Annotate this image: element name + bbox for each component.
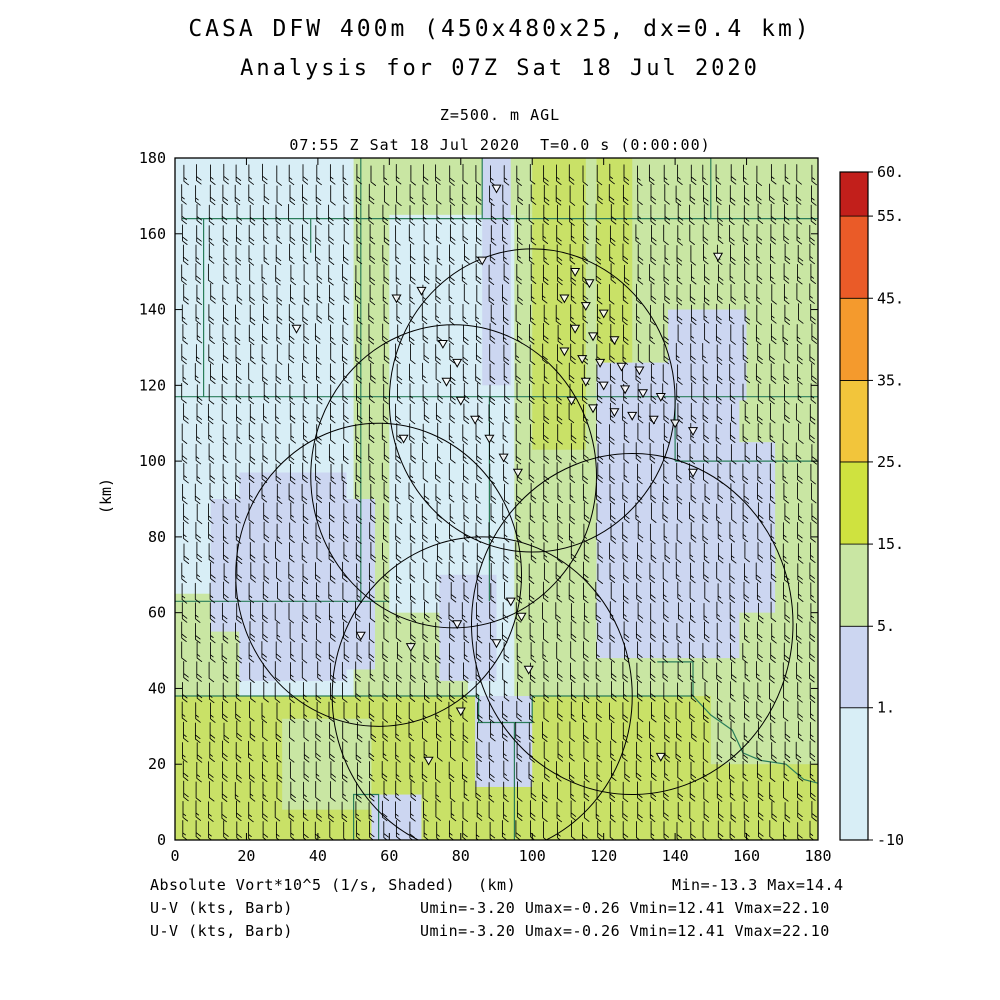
level-label: Z=500. m AGL — [439, 106, 561, 124]
svg-text:140: 140 — [139, 301, 166, 319]
triangle-markers — [291, 184, 724, 766]
plot-title: CASA DFW 400m (450x480x25, dx=0.4 km) — [188, 16, 812, 42]
wind-legend-2: U-V (kts, Barb) — [150, 922, 293, 940]
svg-text:20: 20 — [148, 755, 166, 773]
svg-text:60: 60 — [380, 847, 398, 865]
colorbar: -10 1. 5. 15. 25. 35. 45. 55. 60. — [839, 163, 904, 849]
field-minmax: Min=-13.3 Max=14.4 — [672, 876, 844, 894]
svg-text:80: 80 — [452, 847, 470, 865]
svg-text:40: 40 — [309, 847, 327, 865]
wind-minmax-1: Umin=-3.20 Umax=-0.26 Vmin=12.41 Vmax=22… — [420, 899, 830, 917]
svg-text:40: 40 — [148, 679, 166, 697]
svg-text:25.: 25. — [877, 453, 904, 471]
axis-ticks-and-labels: 0 20 40 60 80 100 120 140 160 180 0 20 40 60 80 100 120 1… — [139, 149, 832, 865]
svg-text:140: 140 — [662, 847, 689, 865]
svg-text:180: 180 — [804, 847, 831, 865]
shaded-vorticity-field — [175, 158, 818, 840]
svg-text:5.: 5. — [877, 617, 895, 635]
svg-text:60.: 60. — [877, 163, 904, 181]
svg-text:80: 80 — [148, 528, 166, 546]
svg-text:160: 160 — [733, 847, 760, 865]
svg-text:45.: 45. — [877, 289, 904, 307]
plot-subtitle: Analysis for 07Z Sat 18 Jul 2020 — [240, 56, 760, 81]
svg-text:180: 180 — [139, 149, 166, 167]
svg-text:0: 0 — [157, 831, 166, 849]
field-legend: Absolute Vort*10^5 (1/s, Shaded) — [150, 876, 455, 894]
svg-text:-10: -10 — [877, 831, 904, 849]
svg-text:100: 100 — [139, 452, 166, 470]
svg-text:35.: 35. — [877, 371, 904, 389]
svg-text:15.: 15. — [877, 535, 904, 553]
wind-legend-1: U-V (kts, Barb) — [150, 899, 293, 917]
x-axis-label: (km) — [478, 876, 517, 894]
wind-barbs — [181, 163, 817, 840]
valid-time-label: 07:55 Z Sat 18 Jul 2020 T=0.0 s (0:00:00… — [289, 136, 711, 154]
svg-text:55.: 55. — [877, 207, 904, 225]
svg-text:160: 160 — [139, 225, 166, 243]
svg-text:1.: 1. — [877, 699, 895, 717]
wind-minmax-2: Umin=-3.20 Umax=-0.26 Vmin=12.41 Vmax=22… — [420, 922, 830, 940]
svg-text:20: 20 — [237, 847, 255, 865]
svg-text:0: 0 — [170, 847, 179, 865]
svg-text:60: 60 — [148, 604, 166, 622]
svg-text:100: 100 — [519, 847, 546, 865]
svg-text:120: 120 — [139, 376, 166, 394]
plot-border — [174, 157, 819, 841]
svg-text:120: 120 — [590, 847, 617, 865]
